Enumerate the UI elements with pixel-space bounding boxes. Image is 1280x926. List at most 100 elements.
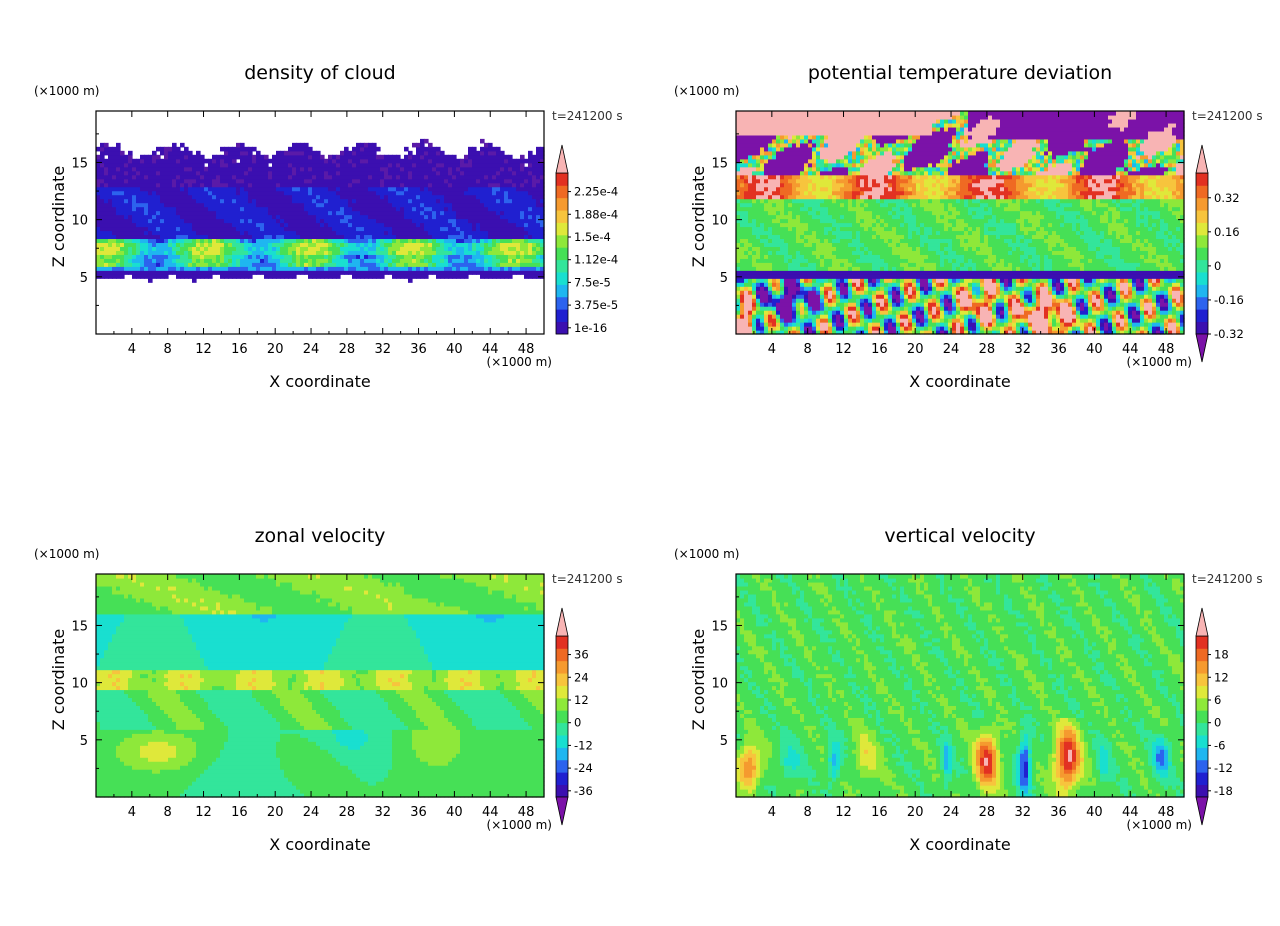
field-cell [760,242,765,247]
field-cell [828,254,833,259]
field-cell [248,234,253,239]
field-cell [440,195,445,200]
field-cell [360,230,365,235]
field-cell [796,111,801,116]
field-cell [248,195,253,200]
field-cell [260,262,265,267]
field-cell [824,119,829,124]
field-cell [764,278,769,283]
field-cell [232,167,237,172]
field-cell [212,159,217,164]
field-cell [156,195,161,200]
field-cell [184,234,189,239]
field-cell [500,270,505,275]
field-cell [820,294,825,299]
field-cell [788,302,793,307]
field-cell [180,254,185,259]
field-cell [788,135,793,140]
field-cell [812,135,817,140]
field-cell [816,258,821,263]
field-cell [404,254,409,259]
field-cell [760,187,765,192]
field-cell [768,223,773,228]
field-cell [100,199,105,204]
field-cell [752,270,757,275]
field-cell [216,167,221,172]
field-cell [392,167,397,172]
field-cell [824,274,829,279]
field-cell [820,262,825,267]
field-cell [820,242,825,247]
field-cell [824,286,829,291]
field-cell [156,167,161,172]
field-cell [160,179,165,184]
field-cell [736,207,741,212]
field-cell [764,207,769,212]
field-cell [520,191,525,196]
field-cell [104,191,109,196]
field-cell [228,258,233,263]
field-cell [140,270,145,275]
field-cell [740,211,745,216]
field-cell [744,115,749,120]
field-cell [308,250,313,255]
field-cell [364,254,369,259]
field-cell [412,266,417,271]
field-cell [808,258,813,263]
field-cell [324,211,329,216]
field-cell [796,155,801,160]
field-cell [376,254,381,259]
field-cell [248,159,253,164]
field-cell [464,179,469,184]
field-cell [496,155,501,160]
field-cell [480,223,485,228]
field-cell [448,274,453,279]
field-cell [208,270,213,275]
field-cell [808,290,813,295]
field-cell [300,223,305,228]
field-cell [776,238,781,243]
field-cell [436,195,441,200]
field-cell [236,195,241,200]
field-cell [96,258,101,263]
field-cell [280,207,285,212]
field-cell [224,215,229,220]
field-cell [364,226,369,231]
field-cell [292,163,297,168]
field-cell [516,167,521,172]
field-cell [348,179,353,184]
field-cell [804,322,809,327]
field-cell [276,270,281,275]
field-cell [748,326,753,331]
field-cell [480,238,485,243]
field-cell [144,187,149,192]
field-cell [240,203,245,208]
field-cell [488,183,493,188]
field-cell [736,115,741,120]
field-cell [136,246,141,251]
field-cell [812,127,817,132]
field-cell [808,127,813,132]
field-cell [440,226,445,231]
field-cell [100,151,105,156]
field-cell [324,246,329,251]
field-cell [388,266,393,271]
field-cell [460,262,465,267]
field-cell [484,203,489,208]
field-cell [236,242,241,247]
field-cell [824,203,829,208]
field-cell [392,179,397,184]
field-cell [796,230,801,235]
field-cell [428,183,433,188]
field-cell [736,290,741,295]
field-cell [464,183,469,188]
field-cell [376,147,381,152]
field-cell [756,143,761,148]
field-cell [436,191,441,196]
field-cell [240,179,245,184]
field-cell [752,139,757,144]
field-cell [360,254,365,259]
field-cell [244,183,249,188]
field-cell [452,207,457,212]
field-cell [376,274,381,279]
